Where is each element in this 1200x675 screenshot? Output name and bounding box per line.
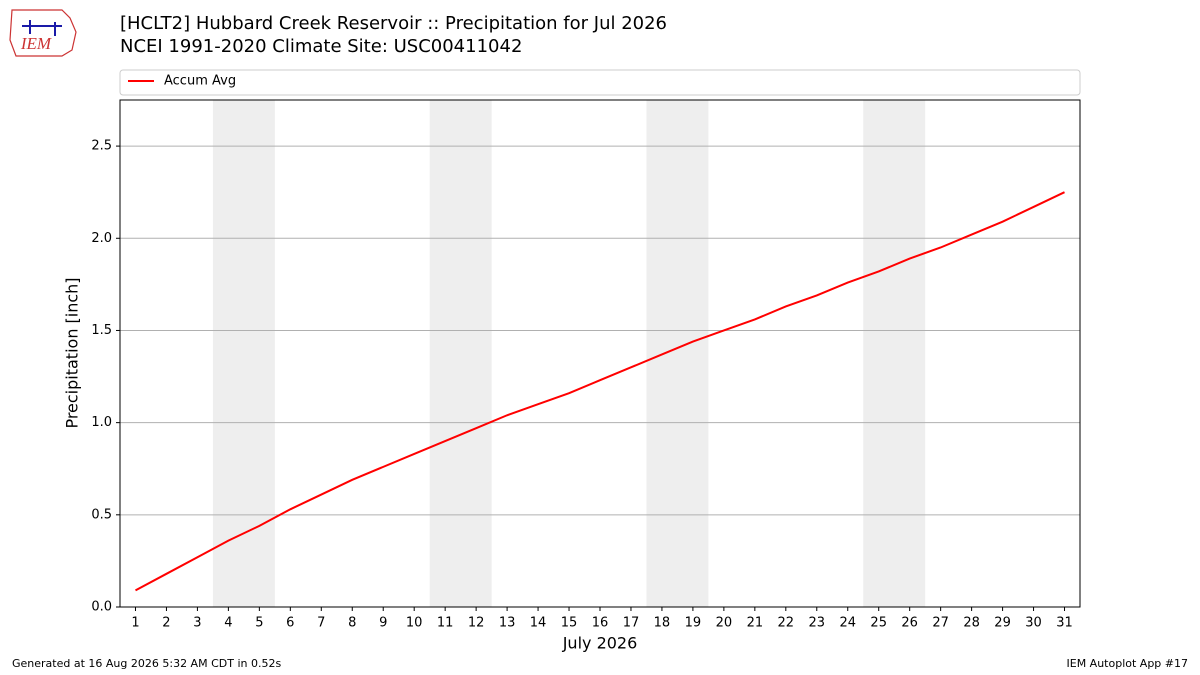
x-axis-label: July 2026 bbox=[562, 634, 638, 653]
x-tick-label: 1 bbox=[131, 616, 139, 631]
x-tick-label: 30 bbox=[1025, 616, 1042, 631]
x-tick-label: 5 bbox=[255, 616, 263, 631]
plot-frame bbox=[119, 99, 1081, 608]
chart-title: [HCLT2] Hubbard Creek Reservoir :: Preci… bbox=[120, 13, 667, 34]
x-tick-label: 25 bbox=[870, 616, 887, 631]
weekend-span bbox=[646, 100, 709, 607]
y-tick-label: 1.5 bbox=[91, 323, 112, 338]
x-tick-label: 28 bbox=[963, 616, 980, 631]
x-tick-label: 15 bbox=[561, 616, 578, 631]
logo-text: IEM bbox=[20, 34, 52, 53]
x-tick-label: 11 bbox=[437, 616, 454, 631]
y-tick-label: 0.0 bbox=[91, 600, 112, 615]
x-tick-label: 26 bbox=[901, 616, 918, 631]
logo: IEM bbox=[9, 9, 77, 57]
weekend-span bbox=[212, 100, 275, 607]
x-tick-label: 2 bbox=[162, 616, 170, 631]
x-tick-label: 20 bbox=[716, 616, 733, 631]
y-tick-label: 0.5 bbox=[91, 507, 112, 522]
x-tick-label: 16 bbox=[592, 616, 609, 631]
x-tick-label: 17 bbox=[623, 616, 640, 631]
footer-left: Generated at 16 Aug 2026 5:32 AM CDT in … bbox=[12, 657, 281, 670]
x-tick-label: 8 bbox=[348, 616, 356, 631]
x-tick-label: 7 bbox=[317, 616, 325, 631]
x-tick-label: 22 bbox=[778, 616, 795, 631]
weekend-span bbox=[429, 100, 492, 607]
x-tick-label: 13 bbox=[499, 616, 516, 631]
line bbox=[135, 191, 1065, 592]
x-tick-label: 27 bbox=[932, 616, 949, 631]
x-tick-label: 21 bbox=[747, 616, 764, 631]
chart-subtitle: NCEI 1991-2020 Climate Site: USC00411042 bbox=[120, 36, 522, 57]
x-tick-label: 29 bbox=[994, 616, 1011, 631]
x-tick-label: 10 bbox=[406, 616, 423, 631]
y-axis-label: Precipitation [inch] bbox=[63, 277, 82, 428]
y-tick-label: 2.0 bbox=[91, 231, 112, 246]
x-tick-label: 24 bbox=[839, 616, 856, 631]
y-tick-label: 1.0 bbox=[91, 415, 112, 430]
x-tick-label: 14 bbox=[530, 616, 547, 631]
legend-box bbox=[119, 69, 1081, 96]
weekend-span bbox=[863, 100, 926, 607]
footer-right: IEM Autoplot App #17 bbox=[1067, 657, 1189, 670]
x-tick-label: 3 bbox=[193, 616, 201, 631]
x-tick-label: 23 bbox=[809, 616, 826, 631]
legend-label: Accum Avg bbox=[164, 74, 236, 89]
x-tick-label: 6 bbox=[286, 616, 294, 631]
x-tick-label: 4 bbox=[224, 616, 232, 631]
x-tick-label: 19 bbox=[685, 616, 702, 631]
y-tick-label: 2.5 bbox=[91, 139, 112, 154]
x-tick-label: 9 bbox=[379, 616, 387, 631]
x-tick-label: 31 bbox=[1056, 616, 1073, 631]
x-tick-label: 18 bbox=[654, 616, 671, 631]
x-tick-label: 12 bbox=[468, 616, 485, 631]
